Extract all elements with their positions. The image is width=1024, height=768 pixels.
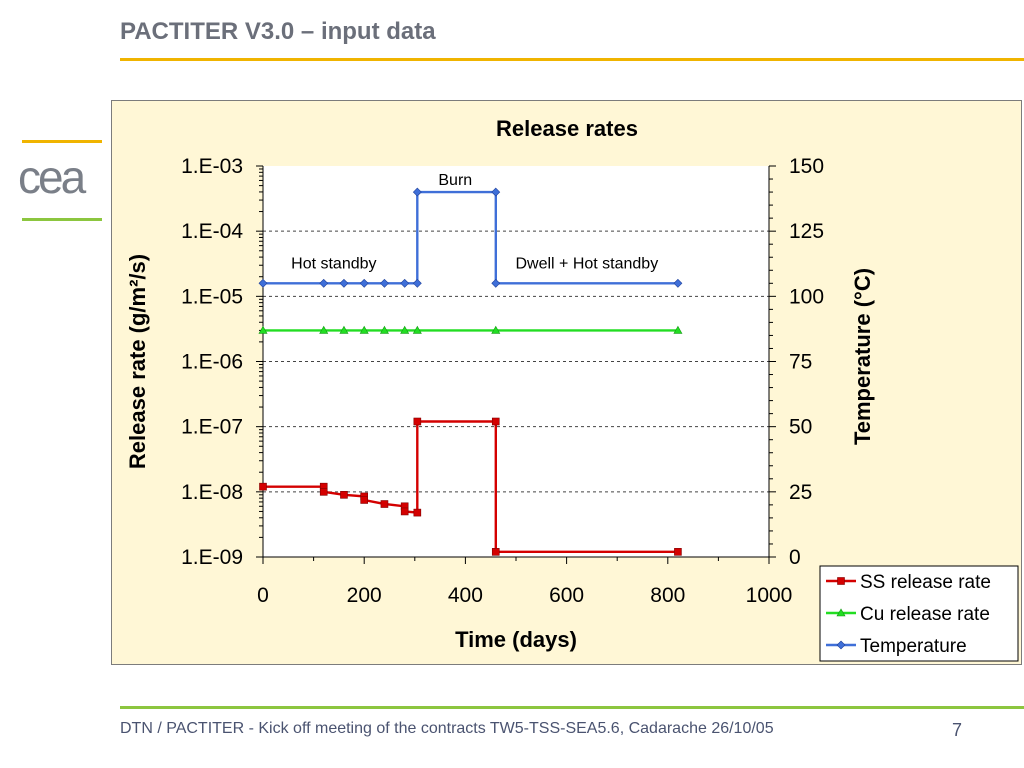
temperature-point <box>359 278 369 288</box>
x-tick-label: 200 <box>347 584 382 607</box>
slide-title: PACTITER V3.0 – input data <box>120 18 436 45</box>
footer-text: DTN / PACTITER - Kick off meeting of the… <box>120 720 774 737</box>
chart-title: Release rates <box>496 116 638 141</box>
y-tick-label-left: 1.E-09 <box>181 546 243 569</box>
temperature-legend-marker <box>836 640 846 650</box>
ss-release-rate-point <box>380 500 389 508</box>
title-underline <box>120 58 1024 61</box>
y-tick-label-left: 1.E-04 <box>181 220 243 243</box>
ss-release-rate-point <box>674 548 682 556</box>
y-tick-label-right: 125 <box>789 220 824 243</box>
x-axis-title: Time (days) <box>455 627 577 652</box>
cu-release-rate-point <box>319 325 329 334</box>
cu-release-rate-point <box>258 325 268 334</box>
logo-top-rule <box>22 140 102 143</box>
ss-release-rate-point <box>491 548 500 556</box>
temperature-point <box>258 278 268 288</box>
ss-release-rate-legend-marker <box>837 577 845 585</box>
logo-bottom-rule <box>22 218 102 221</box>
temperature-point <box>491 187 501 197</box>
x-tick-label: 0 <box>257 584 269 607</box>
ss-release-rate-legend-label: SS release rate <box>860 572 991 593</box>
y-tick-label-right: 150 <box>789 155 824 178</box>
y-tick-label-left: 1.E-03 <box>181 155 243 178</box>
x-tick-label: 600 <box>549 584 584 607</box>
temperature-point <box>319 278 329 288</box>
cu-release-rate-point <box>339 325 349 334</box>
temperature-point <box>400 278 410 288</box>
y-tick-label-right: 0 <box>789 546 801 569</box>
annotation-label: Burn <box>438 172 472 189</box>
annotation-label: Hot standby <box>291 255 376 272</box>
temperature-point <box>339 278 349 288</box>
cu-release-rate-point <box>379 325 389 334</box>
cu-release-rate-point <box>400 325 410 334</box>
chart-frame: 1.E-09 1.E-08 1.E-07 1.E-06 1.E-05 1.E-04 1.E-… <box>111 100 1022 665</box>
cu-release-rate-point <box>491 325 501 334</box>
temperature-point <box>412 187 422 197</box>
y-axis-title-left: Release rate (g/m²/s) <box>125 254 150 469</box>
x-tick-label: 800 <box>650 584 685 607</box>
temperature-legend-label: Temperature <box>860 636 967 657</box>
cea-logo: cea <box>18 151 86 203</box>
annotation-label: Dwell + Hot standby <box>515 255 658 272</box>
temperature-point <box>380 278 389 288</box>
temperature-point <box>673 278 683 288</box>
temperature-point <box>491 278 501 288</box>
ss-release-rate-point <box>340 491 348 499</box>
page-number: 7 <box>952 720 963 740</box>
ss-release-rate-point <box>259 482 267 491</box>
cu-release-rate-point <box>673 325 683 334</box>
y-tick-label-left: 1.E-05 <box>181 285 243 308</box>
ss-release-rate-point <box>360 496 368 504</box>
y-tick-label-right: 75 <box>789 351 812 374</box>
ss-release-rate-point <box>413 508 422 517</box>
y-tick-label-left: 1.E-06 <box>181 351 243 374</box>
cu-release-rate-legend-marker <box>836 608 846 617</box>
y-tick-label-left: 1.E-07 <box>181 416 243 439</box>
y-tick-label-right: 25 <box>789 481 812 504</box>
footer-rule <box>120 706 1024 709</box>
y-tick-label-right: 50 <box>789 416 812 439</box>
release-rates-chart: 1.E-09 1.E-08 1.E-07 1.E-06 1.E-05 1.E-04 1.E-… <box>125 116 1019 662</box>
x-tick-label: 400 <box>448 584 483 607</box>
ss-release-rate-point <box>319 488 328 496</box>
ss-release-rate-point <box>413 417 422 426</box>
temperature-point <box>412 278 422 288</box>
y-axis-title-right: Temperature (°C) <box>850 268 875 445</box>
ss-release-rate-point <box>400 507 409 516</box>
y-tick-label-left: 1.E-08 <box>181 481 243 504</box>
y-tick-label-right: 100 <box>789 285 824 308</box>
ss-release-rate-point <box>491 417 500 426</box>
cu-release-rate-point <box>359 325 369 334</box>
cu-release-rate-point <box>412 325 422 334</box>
cu-release-rate-legend-label: Cu release rate <box>860 604 990 625</box>
x-tick-label: 1000 <box>746 584 793 607</box>
